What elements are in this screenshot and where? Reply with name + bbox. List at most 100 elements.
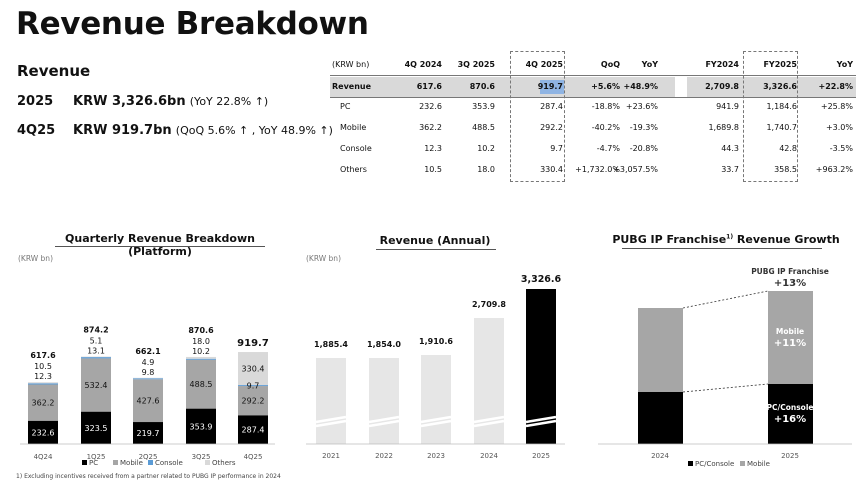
page-title: Revenue Breakdown	[16, 6, 369, 42]
x-tick-label: 3Q25	[192, 453, 211, 461]
chart-annual-unit: (KRW bn)	[306, 254, 341, 263]
total-label: PUBG IP Franchise	[751, 267, 829, 276]
data-label-console: 13.1	[87, 347, 105, 356]
table-cell: 9.7	[550, 144, 563, 153]
growth-connector	[682, 290, 769, 309]
table-header-cell: (KRW bn)	[332, 60, 370, 69]
legend-swatch	[205, 460, 210, 465]
kpi-annual: 2025 KRW 3,326.6bn (YoY 22.8% ↑)	[17, 94, 268, 109]
legend-label: PC	[89, 459, 98, 467]
data-label-pc: 232.6	[32, 428, 55, 437]
bar-others-3Q25	[186, 356, 216, 359]
legend-label: Mobile	[120, 459, 143, 467]
data-label-mobile: 362.2	[32, 399, 55, 408]
table-cell: 12.3	[424, 144, 442, 153]
kpi-quarter-period: 4Q25	[17, 123, 56, 138]
table-cell: 941.9	[716, 102, 739, 111]
axis-break	[473, 415, 505, 424]
data-label-mobile: 427.6	[137, 397, 160, 406]
section-title: Revenue	[17, 62, 91, 80]
x-tick-label: 2023	[427, 452, 445, 460]
bar-pc-2Q25	[133, 422, 163, 444]
bar-pc-2024	[638, 392, 683, 444]
legend-swatch	[82, 460, 87, 465]
bar-pc-4Q24	[28, 420, 58, 444]
table-cell: +3,057.5%	[613, 165, 658, 174]
chart-annual-title-underline	[376, 249, 496, 250]
table-header-cell: YoY	[641, 60, 658, 69]
bar-others-1Q25	[81, 356, 111, 358]
x-tick-label: 2Q25	[139, 453, 158, 461]
bar-2022	[369, 358, 399, 444]
pc-growth: +16%	[774, 414, 806, 425]
table-cell: Mobile	[340, 123, 367, 132]
table-row-band	[330, 77, 856, 97]
table-highlight	[687, 77, 856, 97]
chart-quarterly-title-underline	[55, 246, 265, 247]
kpi-quarter-value: KRW 919.7bn	[73, 123, 172, 138]
data-label-total: 870.6	[188, 326, 214, 335]
table-cell: +23.6%	[625, 102, 658, 111]
table-cell: +22.8%	[818, 82, 853, 91]
table-cell: 617.6	[416, 82, 442, 91]
bar-2021	[316, 358, 346, 444]
data-label: 1,854.0	[367, 340, 401, 349]
table-cell: 353.9	[472, 102, 495, 111]
table-rule	[330, 75, 856, 76]
chart-annual: 1,885.4 2021 1,854.0 2022 1,910.6 2023 2,709.8…	[306, 274, 565, 460]
data-label-others: 18.0	[192, 337, 210, 346]
chart-quarterly: 232.6 362.2 12.310.5 617.6 4Q24 323.5 532.4 13.…	[20, 326, 275, 467]
data-label-total: 617.6	[30, 351, 56, 360]
x-tick-label: 2025	[781, 452, 799, 460]
data-label-total: 919.7	[237, 338, 269, 349]
axis-break	[473, 419, 505, 428]
x-tick-label: 2024	[651, 452, 669, 460]
table-cell: +963.2%	[815, 165, 853, 174]
data-label-console: 10.2	[192, 347, 210, 356]
bar-console-1Q25	[81, 357, 111, 359]
table-cell: 870.6	[469, 82, 495, 91]
table-cell: 1,740.7	[766, 123, 797, 132]
table-cell: 42.8	[779, 144, 797, 153]
table-cell: 44.3	[721, 144, 739, 153]
kpi-quarter-note: (QoQ 5.6% ↑ , YoY 48.9% ↑)	[175, 124, 333, 137]
bar-others-4Q24	[28, 382, 58, 384]
chart-annual-title: Revenue (Annual)	[379, 234, 491, 247]
bar-2023	[421, 355, 451, 444]
table-cell: 1,184.6	[766, 102, 797, 111]
axis-break	[525, 415, 557, 424]
table-cell: -19.3%	[629, 123, 658, 132]
bar-console-3Q25	[186, 358, 216, 360]
table-cell: 33.7	[721, 165, 739, 174]
legend-label: Mobile	[747, 460, 770, 468]
table-cell: -4.7%	[596, 144, 620, 153]
bar-mobile-4Q24	[28, 384, 58, 421]
data-label-pc: 287.4	[242, 426, 265, 435]
bar-mobile-1Q25	[81, 358, 111, 412]
bar-mobile-4Q25	[238, 386, 268, 416]
data-label-mobile: 532.4	[85, 381, 108, 390]
table-header-cell: 4Q 2025	[525, 60, 563, 69]
table-row: Others 10.5 18.0 330.4 +1,732.0% +3,057.5% 33.…	[330, 160, 856, 180]
data-label-mobile: 292.2	[242, 397, 265, 406]
table-cell: Others	[340, 165, 367, 174]
chart-franchise: PUBG IP Franchise +13% Mobile +11% PC/Consol…	[598, 267, 852, 468]
x-tick-label: 1Q25	[87, 453, 106, 461]
axis-break	[525, 419, 557, 428]
legend-swatch	[148, 460, 153, 465]
bar-pc-2025	[768, 384, 813, 444]
total-growth: +13%	[774, 278, 806, 289]
table-row: Revenue 617.6 870.6 919.7 +5.6% +48.9% 2,709.8…	[330, 77, 856, 97]
kpi-quarter: 4Q25 KRW 919.7bn (QoQ 5.6% ↑ , YoY 48.9% …	[17, 123, 333, 138]
table-cell: Revenue	[332, 82, 372, 91]
table-rule	[330, 97, 856, 98]
table-cell: 287.4	[540, 102, 563, 111]
table-highlight	[330, 77, 675, 97]
data-label-others: 5.1	[90, 337, 103, 346]
table-cell: 330.4	[540, 165, 563, 174]
bar-pc-1Q25	[81, 411, 111, 444]
legend-label: Others	[212, 459, 236, 467]
axis-break	[315, 419, 347, 428]
table-cell: 18.0	[477, 165, 495, 174]
bar-pc-4Q25	[238, 415, 268, 444]
